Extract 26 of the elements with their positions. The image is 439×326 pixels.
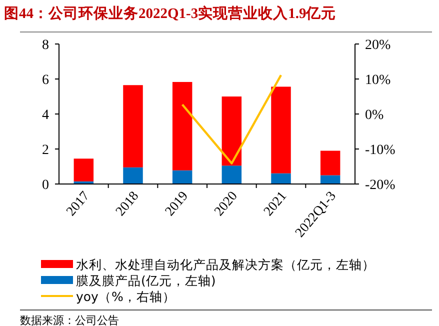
bar (320, 175, 340, 184)
bar (123, 167, 143, 184)
bar (172, 82, 192, 170)
y2-tick-label: -20% (365, 178, 396, 193)
y-tick-label: 6 (42, 73, 49, 88)
y-tick-label: 8 (42, 38, 49, 53)
legend-label: 水利、水处理自动化产品及解决方案（亿元，左轴） (76, 257, 375, 272)
y-tick-label: 0 (42, 178, 49, 193)
y-tick-label: 4 (42, 108, 49, 123)
chart-title: 图44：公司环保业务2022Q1-3实现营业收入1.9亿元 (4, 4, 336, 22)
bar (222, 96, 242, 166)
y2-tick-label: 10% (365, 73, 391, 88)
legend-label: yoy（%，右轴） (76, 289, 176, 304)
bar (320, 150, 340, 176)
y2-tick-label: -10% (365, 143, 396, 158)
legend-label: 膜及膜产品(亿元，左轴) (76, 273, 216, 288)
y2-tick-label: 0% (365, 108, 384, 123)
y-tick-label: 2 (42, 143, 49, 158)
bar (222, 166, 242, 184)
bar (74, 158, 94, 182)
bar (271, 173, 291, 184)
bar (271, 86, 291, 174)
bar (123, 85, 143, 168)
source-note: 数据来源：公司公告 (20, 314, 119, 326)
bar (172, 170, 192, 184)
y2-tick-label: 20% (365, 38, 391, 53)
